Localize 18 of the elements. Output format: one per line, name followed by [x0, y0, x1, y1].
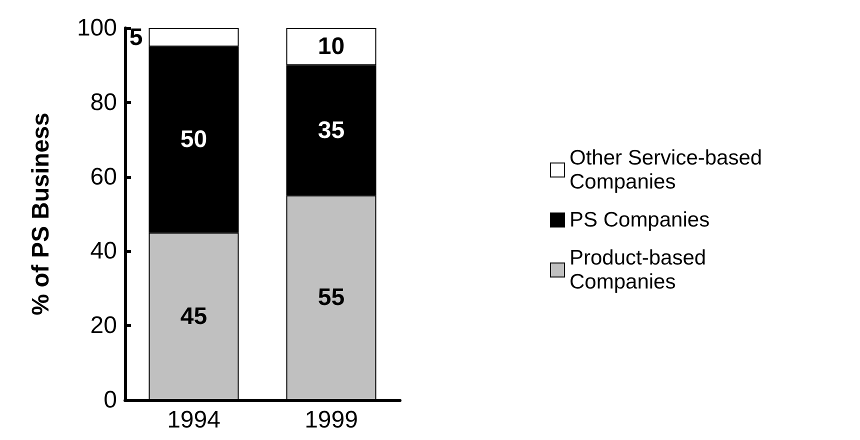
y-tick-label: 80 — [90, 88, 117, 116]
data-label: 35 — [318, 116, 345, 144]
legend-label: PS Companies — [570, 208, 710, 232]
data-label: 50 — [180, 126, 208, 154]
legend-label: Product-based Companies — [570, 246, 712, 294]
x-tick-label: 1999 — [304, 406, 358, 434]
data-label: 45 — [180, 302, 208, 330]
data-label: 55 — [318, 284, 345, 312]
data-label: 5 — [129, 24, 143, 51]
y-axis-title: % of PS Business — [28, 112, 54, 316]
y-tick-label: 60 — [90, 163, 117, 190]
y-tick-label: 100 — [76, 14, 117, 42]
legend-label: Other Service-based Companies — [570, 146, 768, 194]
y-tick-label: 0 — [104, 386, 117, 414]
y-tick-label: 20 — [90, 312, 117, 340]
x-tick-label: 1994 — [167, 406, 220, 434]
data-label: 10 — [318, 33, 345, 60]
y-tick-label: 40 — [90, 238, 117, 265]
